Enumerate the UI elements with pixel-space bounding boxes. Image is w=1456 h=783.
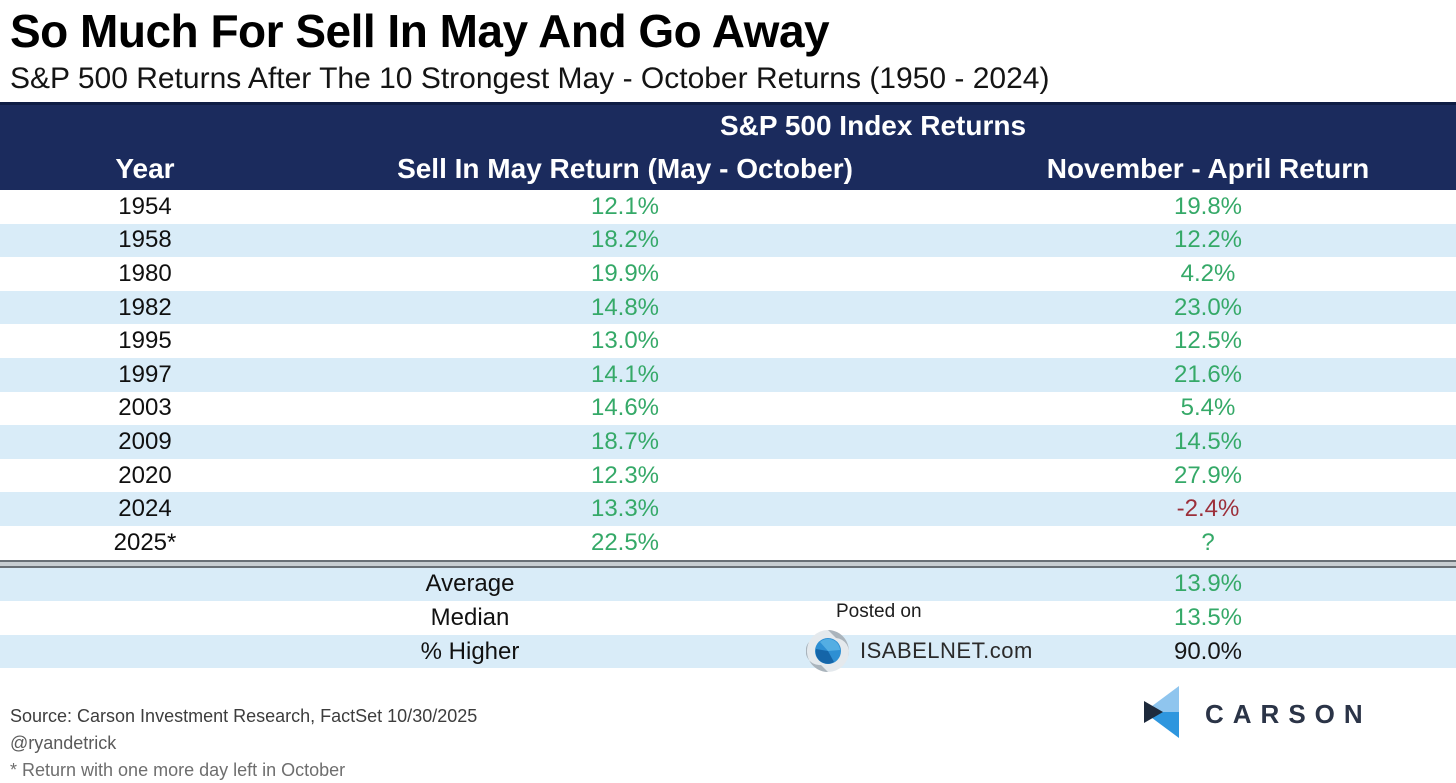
year-cell: 2020: [118, 461, 172, 489]
november-april-return-cell: 12.2%: [1173, 226, 1243, 254]
summary-row: % Higher 90.0%: [0, 634, 1456, 669]
year-cell: 1995: [118, 327, 172, 355]
asterisk-footnote: * Return with one more day left in Octob…: [10, 760, 346, 780]
may-october-return-cell: 12.3%: [590, 461, 660, 489]
may-october-return-cell: 18.2%: [590, 226, 660, 254]
table-row: 2009 18.7% 14.5%: [0, 425, 1456, 459]
may-october-return-cell: 13.3%: [590, 495, 660, 523]
table-row: 1954 12.1% 19.8%: [0, 190, 1456, 224]
summary-separator: [0, 559, 1456, 568]
summary-value: 90.0%: [1173, 637, 1243, 665]
column-header-year: Year: [115, 152, 175, 184]
november-april-return-cell: 21.6%: [1173, 360, 1243, 388]
table-group-header-row: S&P 500 Index Returns: [0, 105, 1456, 147]
summary-row: Median 13.5%: [0, 601, 1456, 635]
year-cell: 1954: [118, 192, 172, 220]
summary-label: % Higher: [420, 637, 520, 665]
table-row: 1995 13.0% 12.5%: [0, 324, 1456, 358]
carson-chevron-icon: [1144, 686, 1179, 738]
table-column-header-row: Year Sell In May Return (May - October) …: [0, 147, 1456, 190]
may-october-return-cell: 22.5%: [590, 528, 660, 556]
watermark-site-line: ISABELNET.com: [806, 629, 1033, 673]
year-cell: 1980: [118, 259, 172, 287]
returns-table: S&P 500 Index Returns Year Sell In May R…: [0, 102, 1456, 669]
may-october-return-cell: 13.0%: [590, 327, 660, 355]
carson-logo: CARSON: [1143, 686, 1372, 738]
year-cell: 2024: [118, 495, 172, 523]
november-april-return-cell: ?: [1201, 528, 1215, 556]
table-row: 1958 18.2% 12.2%: [0, 223, 1456, 258]
november-april-return-cell: 27.9%: [1173, 461, 1243, 489]
table-row: 1982 14.8% 23.0%: [0, 290, 1456, 325]
watermark-posted-on: Posted on: [836, 601, 922, 622]
summary-label: Average: [425, 570, 515, 598]
november-april-return-cell: 4.2%: [1180, 259, 1236, 287]
november-april-return-cell: 14.5%: [1173, 427, 1243, 455]
page-subtitle: S&P 500 Returns After The 10 Strongest M…: [10, 62, 1050, 95]
may-october-return-cell: 18.7%: [590, 427, 660, 455]
may-october-return-cell: 14.8%: [590, 293, 660, 321]
watermark-site-label: ISABELNET.com: [860, 638, 1033, 663]
column-header-may-october: Sell In May Return (May - October): [397, 152, 853, 184]
year-cell: 1997: [118, 360, 172, 388]
group-header-label: S&P 500 Index Returns: [719, 110, 1027, 141]
summary-value: 13.9%: [1173, 570, 1243, 598]
table-row: 2003 14.6% 5.4%: [0, 391, 1456, 426]
carson-wordmark: CARSON: [1205, 698, 1372, 729]
may-october-return-cell: 14.6%: [590, 394, 660, 422]
footer: Source: Carson Investment Research, Fact…: [10, 703, 477, 783]
table-row: 2024 13.3% -2.4%: [0, 492, 1456, 526]
table-summary: Average 13.9% Median 13.5% % Higher 90.0%: [0, 567, 1456, 669]
table-row: 2025* 22.5%?: [0, 525, 1456, 560]
november-april-return-cell: -2.4%: [1176, 495, 1240, 523]
source-text: Source: Carson Investment Research, Fact…: [10, 706, 478, 726]
november-april-return-cell: 23.0%: [1173, 293, 1243, 321]
summary-label: Median: [430, 603, 510, 631]
table-row: 1997 14.1% 21.6%: [0, 357, 1456, 392]
isabelnet-logo-icon: [806, 630, 849, 673]
november-april-return-cell: 19.8%: [1173, 192, 1243, 220]
table-body: 1954 12.1% 19.8% 1958 18.2% 12.2% 1980 19.9% 4.2…: [0, 190, 1456, 560]
november-april-return-cell: 5.4%: [1180, 394, 1236, 422]
summary-value: 13.5%: [1173, 603, 1243, 631]
table-row: 2020 12.3% 27.9%: [0, 458, 1456, 493]
may-october-return-cell: 14.1%: [590, 360, 660, 388]
may-october-return-cell: 19.9%: [590, 259, 660, 287]
may-october-return-cell: 12.1%: [590, 192, 660, 220]
year-cell: 1958: [118, 226, 172, 254]
page-title: So Much For Sell In May And Go Away: [10, 5, 830, 57]
author-handle: @ryandetrick: [10, 733, 117, 753]
table-header: S&P 500 Index Returns Year Sell In May R…: [0, 102, 1456, 190]
watermark: Posted on ISABELNET.com: [806, 601, 1033, 673]
column-header-november-april: November - April Return: [1046, 152, 1370, 184]
year-cell: 1982: [118, 293, 172, 321]
year-cell: 2003: [118, 394, 172, 422]
table-row: 1980 19.9% 4.2%: [0, 257, 1456, 291]
year-cell: 2009: [118, 427, 172, 455]
year-cell: 2025*: [113, 528, 177, 556]
november-april-return-cell: 12.5%: [1173, 327, 1243, 355]
summary-row: Average 13.9%: [0, 567, 1456, 602]
